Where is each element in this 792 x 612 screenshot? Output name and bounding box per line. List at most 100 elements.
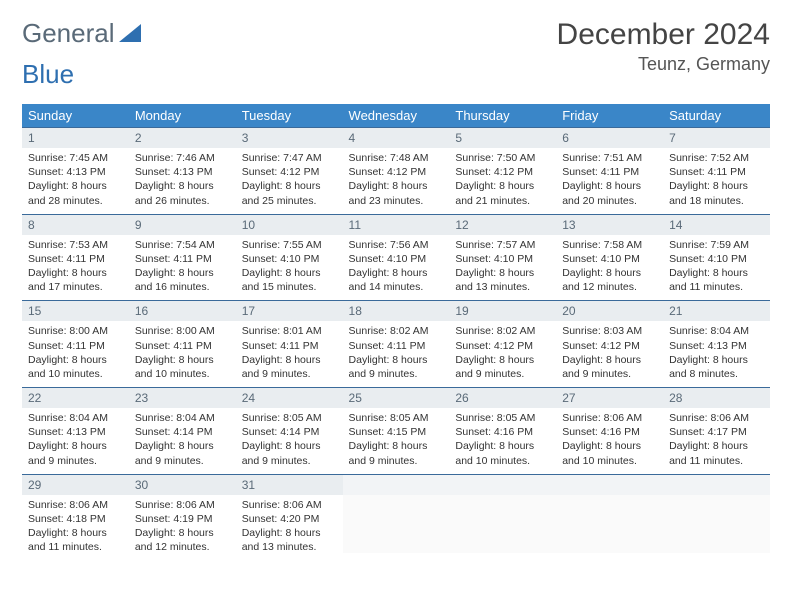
sunset-line: Sunset: 4:19 PM <box>135 512 230 526</box>
day-number: 15 <box>22 301 129 321</box>
daylight-line-2: and 15 minutes. <box>242 280 337 294</box>
day-details: Sunrise: 8:02 AMSunset: 4:12 PMDaylight:… <box>449 321 556 387</box>
daylight-line-1: Daylight: 8 hours <box>28 439 123 453</box>
day-details: Sunrise: 8:00 AMSunset: 4:11 PMDaylight:… <box>22 321 129 387</box>
daylight-line-2: and 14 minutes. <box>349 280 444 294</box>
daylight-line-1: Daylight: 8 hours <box>242 266 337 280</box>
sunrise-line: Sunrise: 7:50 AM <box>455 151 550 165</box>
daylight-line-1: Daylight: 8 hours <box>242 439 337 453</box>
daylight-line-1: Daylight: 8 hours <box>349 439 444 453</box>
sunrise-line: Sunrise: 7:56 AM <box>349 238 444 252</box>
sunset-line: Sunset: 4:12 PM <box>562 339 657 353</box>
sunset-line: Sunset: 4:11 PM <box>669 165 764 179</box>
calendar-day-cell: 7Sunrise: 7:52 AMSunset: 4:11 PMDaylight… <box>663 127 770 214</box>
calendar-day-cell: 4Sunrise: 7:48 AMSunset: 4:12 PMDaylight… <box>343 127 450 214</box>
calendar-day-cell: 18Sunrise: 8:02 AMSunset: 4:11 PMDayligh… <box>343 300 450 387</box>
weekday-header: Thursday <box>449 104 556 127</box>
day-details: Sunrise: 8:02 AMSunset: 4:11 PMDaylight:… <box>343 321 450 387</box>
sunset-line: Sunset: 4:16 PM <box>455 425 550 439</box>
sunset-line: Sunset: 4:11 PM <box>562 165 657 179</box>
sunset-line: Sunset: 4:16 PM <box>562 425 657 439</box>
sunset-line: Sunset: 4:11 PM <box>349 339 444 353</box>
day-number: 28 <box>663 388 770 408</box>
calendar-day-cell: 3Sunrise: 7:47 AMSunset: 4:12 PMDaylight… <box>236 127 343 214</box>
logo-word-1: General <box>22 18 115 49</box>
calendar-day-cell: 14Sunrise: 7:59 AMSunset: 4:10 PMDayligh… <box>663 214 770 301</box>
day-number: 6 <box>556 128 663 148</box>
sunrise-line: Sunrise: 8:04 AM <box>135 411 230 425</box>
daylight-line-2: and 12 minutes. <box>135 540 230 554</box>
sunrise-line: Sunrise: 8:03 AM <box>562 324 657 338</box>
sunset-line: Sunset: 4:20 PM <box>242 512 337 526</box>
calendar-day-cell: 31Sunrise: 8:06 AMSunset: 4:20 PMDayligh… <box>236 474 343 561</box>
calendar-week-row: 22Sunrise: 8:04 AMSunset: 4:13 PMDayligh… <box>22 387 770 474</box>
sunrise-line: Sunrise: 7:47 AM <box>242 151 337 165</box>
sunrise-line: Sunrise: 7:51 AM <box>562 151 657 165</box>
sunset-line: Sunset: 4:12 PM <box>455 339 550 353</box>
day-details: Sunrise: 7:54 AMSunset: 4:11 PMDaylight:… <box>129 235 236 301</box>
weekday-header: Monday <box>129 104 236 127</box>
daylight-line-2: and 9 minutes. <box>562 367 657 381</box>
weekday-header-row: Sunday Monday Tuesday Wednesday Thursday… <box>22 104 770 127</box>
day-details: Sunrise: 8:04 AMSunset: 4:13 PMDaylight:… <box>22 408 129 474</box>
daylight-line-1: Daylight: 8 hours <box>242 526 337 540</box>
sunset-line: Sunset: 4:11 PM <box>28 339 123 353</box>
daylight-line-1: Daylight: 8 hours <box>28 526 123 540</box>
day-number: 19 <box>449 301 556 321</box>
sunrise-line: Sunrise: 7:48 AM <box>349 151 444 165</box>
month-title: December 2024 <box>557 18 770 52</box>
day-number: 12 <box>449 215 556 235</box>
daylight-line-1: Daylight: 8 hours <box>455 439 550 453</box>
sunrise-line: Sunrise: 7:52 AM <box>669 151 764 165</box>
calendar-day-cell: 27Sunrise: 8:06 AMSunset: 4:16 PMDayligh… <box>556 387 663 474</box>
day-details: Sunrise: 7:48 AMSunset: 4:12 PMDaylight:… <box>343 148 450 214</box>
sunset-line: Sunset: 4:11 PM <box>242 339 337 353</box>
sunset-line: Sunset: 4:13 PM <box>669 339 764 353</box>
sunset-line: Sunset: 4:11 PM <box>135 339 230 353</box>
day-number: 4 <box>343 128 450 148</box>
sunset-line: Sunset: 4:15 PM <box>349 425 444 439</box>
day-details: Sunrise: 8:06 AMSunset: 4:18 PMDaylight:… <box>22 495 129 561</box>
daylight-line-1: Daylight: 8 hours <box>455 353 550 367</box>
sunrise-line: Sunrise: 8:05 AM <box>349 411 444 425</box>
daylight-line-2: and 8 minutes. <box>669 367 764 381</box>
daylight-line-2: and 9 minutes. <box>349 454 444 468</box>
calendar-day-cell: 26Sunrise: 8:05 AMSunset: 4:16 PMDayligh… <box>449 387 556 474</box>
sunset-line: Sunset: 4:10 PM <box>349 252 444 266</box>
day-details: Sunrise: 7:57 AMSunset: 4:10 PMDaylight:… <box>449 235 556 301</box>
sunrise-line: Sunrise: 7:58 AM <box>562 238 657 252</box>
daylight-line-2: and 9 minutes. <box>455 367 550 381</box>
day-details: Sunrise: 7:52 AMSunset: 4:11 PMDaylight:… <box>663 148 770 214</box>
day-number: 11 <box>343 215 450 235</box>
daylight-line-2: and 20 minutes. <box>562 194 657 208</box>
day-details: Sunrise: 8:05 AMSunset: 4:14 PMDaylight:… <box>236 408 343 474</box>
calendar-day-cell: 6 Sunrise: 7:51 AMSunset: 4:11 PMDaylight… <box>556 127 663 214</box>
calendar-day-cell: 2Sunrise: 7:46 AMSunset: 4:13 PMDaylight… <box>129 127 236 214</box>
daylight-line-2: and 23 minutes. <box>349 194 444 208</box>
sunrise-line: Sunrise: 8:06 AM <box>242 498 337 512</box>
sunset-line: Sunset: 4:14 PM <box>135 425 230 439</box>
day-details <box>556 495 663 553</box>
calendar-week-row: 8Sunrise: 7:53 AMSunset: 4:11 PMDaylight… <box>22 214 770 301</box>
calendar-day-cell: 17Sunrise: 8:01 AMSunset: 4:11 PMDayligh… <box>236 300 343 387</box>
sunrise-line: Sunrise: 8:04 AM <box>28 411 123 425</box>
sunrise-line: Sunrise: 8:02 AM <box>349 324 444 338</box>
calendar-day-cell: 22Sunrise: 8:04 AMSunset: 4:13 PMDayligh… <box>22 387 129 474</box>
day-number: 14 <box>663 215 770 235</box>
calendar-day-cell: 19Sunrise: 8:02 AMSunset: 4:12 PMDayligh… <box>449 300 556 387</box>
calendar-day-cell: 10Sunrise: 7:55 AMSunset: 4:10 PMDayligh… <box>236 214 343 301</box>
day-details: Sunrise: 8:05 AMSunset: 4:16 PMDaylight:… <box>449 408 556 474</box>
calendar-day-cell <box>556 474 663 561</box>
weekday-header: Tuesday <box>236 104 343 127</box>
daylight-line-1: Daylight: 8 hours <box>28 353 123 367</box>
daylight-line-2: and 21 minutes. <box>455 194 550 208</box>
sunset-line: Sunset: 4:12 PM <box>349 165 444 179</box>
day-details: Sunrise: 7:47 AMSunset: 4:12 PMDaylight:… <box>236 148 343 214</box>
sunrise-line: Sunrise: 7:57 AM <box>455 238 550 252</box>
sunrise-line: Sunrise: 7:46 AM <box>135 151 230 165</box>
sunrise-line: Sunrise: 8:00 AM <box>28 324 123 338</box>
sunrise-line: Sunrise: 7:55 AM <box>242 238 337 252</box>
day-number: 17 <box>236 301 343 321</box>
daylight-line-1: Daylight: 8 hours <box>562 179 657 193</box>
sunset-line: Sunset: 4:11 PM <box>135 252 230 266</box>
